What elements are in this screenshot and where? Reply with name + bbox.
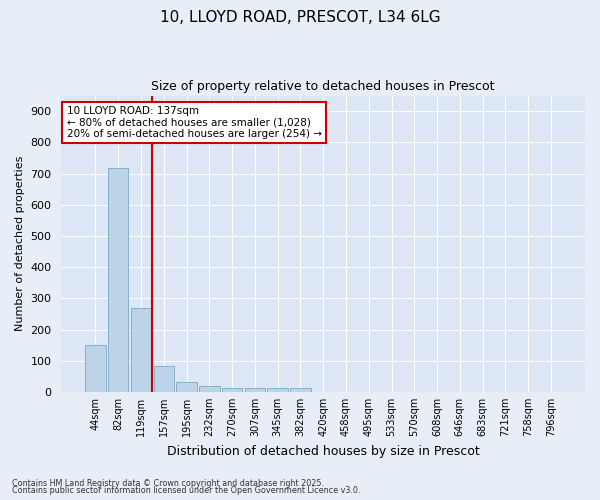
- Bar: [268, 388, 288, 392]
- Y-axis label: Number of detached properties: Number of detached properties: [15, 156, 25, 332]
- Bar: [290, 388, 311, 392]
- Bar: [176, 382, 197, 392]
- Text: Contains HM Land Registry data © Crown copyright and database right 2025.: Contains HM Land Registry data © Crown c…: [12, 478, 324, 488]
- Bar: [85, 345, 106, 392]
- Title: Size of property relative to detached houses in Prescot: Size of property relative to detached ho…: [151, 80, 495, 93]
- Bar: [222, 388, 242, 392]
- Bar: [245, 388, 265, 392]
- Text: 10 LLOYD ROAD: 137sqm
← 80% of detached houses are smaller (1,028)
20% of semi-d: 10 LLOYD ROAD: 137sqm ← 80% of detached …: [67, 106, 322, 139]
- Bar: [131, 308, 151, 392]
- Bar: [154, 366, 174, 392]
- Text: 10, LLOYD ROAD, PRESCOT, L34 6LG: 10, LLOYD ROAD, PRESCOT, L34 6LG: [160, 10, 440, 25]
- Text: Contains public sector information licensed under the Open Government Licence v3: Contains public sector information licen…: [12, 486, 361, 495]
- Bar: [199, 386, 220, 392]
- Bar: [108, 168, 128, 392]
- X-axis label: Distribution of detached houses by size in Prescot: Distribution of detached houses by size …: [167, 444, 479, 458]
